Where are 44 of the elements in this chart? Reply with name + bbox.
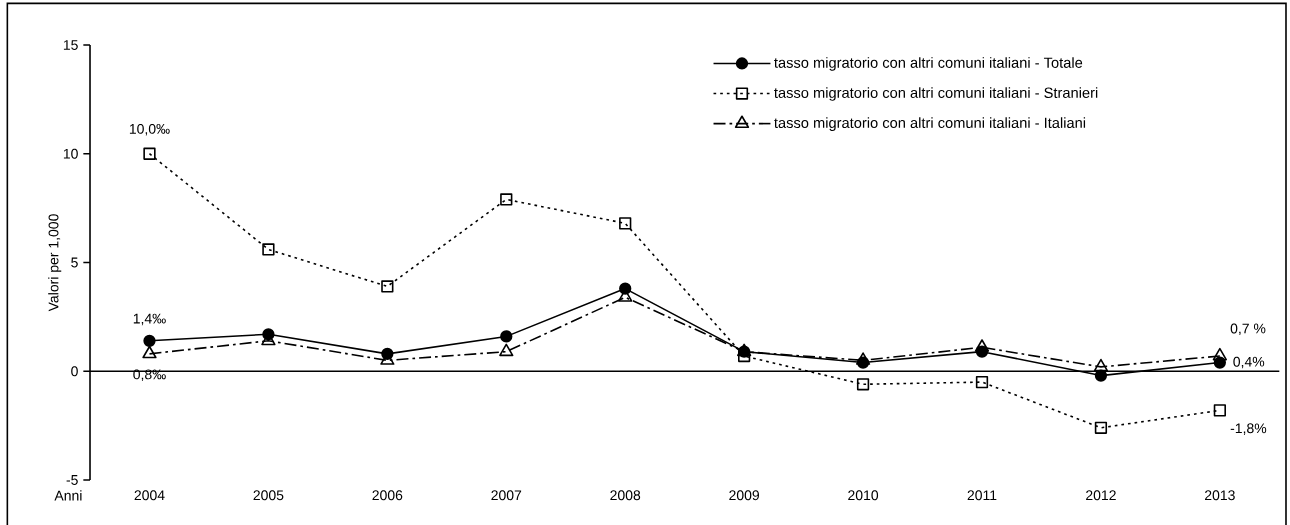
point — [262, 243, 275, 256]
point — [500, 193, 513, 206]
annotation: 0,4% — [1233, 356, 1265, 369]
legend-label: tasso migratorio con altri comuni italiani - Italiani — [774, 117, 1086, 131]
point — [974, 339, 990, 352]
point — [1093, 358, 1109, 372]
x-tick-label: 2008 — [610, 490, 641, 501]
annotation: 10,0‰ — [129, 123, 170, 136]
point — [856, 378, 870, 391]
x-tick-label: 2009 — [729, 490, 760, 501]
point — [738, 349, 751, 363]
y-tick-label: 15 — [63, 40, 78, 50]
annotation: -1,8% — [1230, 423, 1267, 435]
annotation: 1,4‰ — [133, 313, 166, 326]
point — [500, 330, 513, 343]
legend-label: tasso migratorio con altri comuni italiani - Totale — [774, 57, 1083, 71]
y-tick-label: 10 — [63, 148, 78, 159]
point — [381, 280, 394, 293]
x-tick-label: 2005 — [253, 490, 284, 501]
point — [975, 375, 989, 389]
point — [1212, 347, 1228, 361]
x-tick-label: 2013 — [1205, 490, 1235, 501]
point — [1213, 404, 1226, 417]
y-tick-label: 0 — [71, 366, 78, 377]
point — [143, 334, 156, 347]
point — [142, 345, 157, 359]
x-tick-label: 2011 — [967, 490, 997, 501]
point — [143, 147, 156, 160]
legend-label: tasso migratorio con altri comuni italiani - Stranieri — [774, 87, 1098, 101]
point — [619, 217, 632, 230]
x-tick-label: 2004 — [134, 490, 165, 501]
y-axis-title: Valori per 1,000 — [48, 214, 62, 312]
x-tick-label: 2007 — [491, 490, 522, 501]
y-tick-label: 5 — [71, 257, 78, 268]
x-tick-label: 2012 — [1086, 490, 1116, 501]
y-tick-label: -5 — [66, 475, 78, 485]
point — [1094, 421, 1108, 434]
x-tick-label: 2006 — [372, 490, 403, 501]
point — [855, 352, 871, 365]
annotation: 0,7 % — [1230, 323, 1266, 336]
x-tick-label: 2010 — [848, 490, 879, 501]
x-axis-title: Anni — [54, 490, 82, 501]
point — [1094, 369, 1108, 382]
point — [499, 343, 514, 357]
